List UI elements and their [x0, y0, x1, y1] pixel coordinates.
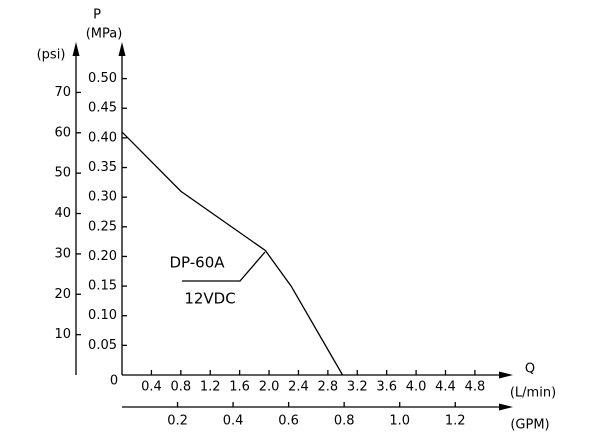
x-tick-label: 0.8	[170, 380, 191, 395]
annotation: 12VDC	[184, 290, 235, 308]
x2-tick-label: 0.2	[167, 414, 188, 429]
x-tick-label: 4.4	[435, 380, 456, 395]
y-tick-label: 0.20	[88, 249, 117, 264]
y2-tick-label: 50	[54, 166, 71, 181]
arrow	[118, 42, 126, 56]
arrow	[499, 403, 513, 411]
x-tick-label: 0.4	[141, 380, 162, 395]
x-tick-label: 1.2	[200, 380, 221, 395]
y-tick-label: 0.10	[88, 308, 117, 323]
y-tick-label: 0.30	[88, 190, 117, 205]
x2-tick-label: 0.6	[278, 414, 299, 429]
y-tick-label: 0.35	[88, 160, 117, 175]
x-tick-label: 2.0	[259, 380, 280, 395]
y-tick-label: 0.05	[88, 338, 117, 353]
y-tick-label: 0.50	[88, 71, 117, 86]
x2-tick-label: 0.4	[223, 414, 244, 429]
x-axis-unit: (L/min)	[510, 386, 556, 401]
x2-tick-label: 0.8	[334, 414, 355, 429]
y2-tick-label: 20	[54, 287, 71, 302]
x-tick-label: 3.2	[347, 380, 368, 395]
x-tick-label: 2.8	[318, 380, 339, 395]
y2-tick-label: 10	[54, 327, 71, 342]
origin-label: 0	[110, 374, 118, 389]
x-tick-label: 1.6	[229, 380, 250, 395]
arrow	[72, 42, 80, 56]
y-axis-unit: (MPa)	[86, 27, 123, 42]
y2-tick-label: 40	[54, 206, 71, 221]
y-axis-label: P	[93, 8, 101, 23]
x-tick-label: 3.6	[376, 380, 397, 395]
x2-axis-unit: (GPM)	[510, 418, 549, 433]
y-tick-label: 0.25	[88, 219, 117, 234]
series-label: DP-60A	[169, 254, 225, 272]
arrow	[499, 371, 513, 379]
x-tick-label: 2.4	[288, 380, 309, 395]
y2-tick-label: 70	[54, 85, 71, 100]
curve	[121, 131, 344, 376]
y-tick-label: 0.45	[88, 101, 117, 116]
y-tick-label: 0.15	[88, 279, 117, 294]
y2-axis-unit: (psi)	[37, 48, 66, 63]
y-tick-label: 0.40	[88, 130, 117, 145]
y2-tick-label: 60	[54, 125, 71, 140]
x2-tick-label: 1.2	[445, 414, 466, 429]
x-tick-label: 4.8	[465, 380, 486, 395]
y2-tick-label: 30	[54, 246, 71, 261]
x2-tick-label: 1.0	[389, 414, 410, 429]
x-axis-label: Q	[525, 362, 535, 377]
x-tick-label: 4.0	[406, 380, 427, 395]
annotation-leader	[182, 251, 266, 282]
